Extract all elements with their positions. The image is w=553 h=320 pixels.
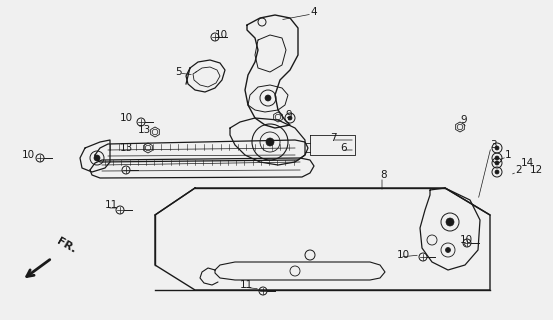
Circle shape (495, 161, 499, 165)
Text: 13: 13 (138, 125, 152, 135)
Text: 6: 6 (340, 143, 347, 153)
Text: 10: 10 (22, 150, 35, 160)
Text: 11: 11 (105, 200, 118, 210)
Text: 13: 13 (120, 143, 133, 153)
Text: 3: 3 (490, 140, 497, 150)
Circle shape (265, 95, 271, 101)
Text: 7: 7 (330, 133, 337, 143)
Circle shape (495, 156, 499, 160)
Circle shape (288, 116, 292, 120)
Circle shape (495, 170, 499, 174)
Text: 9: 9 (460, 115, 467, 125)
Circle shape (266, 138, 274, 146)
Text: 10: 10 (120, 113, 133, 123)
Text: 14: 14 (521, 158, 534, 168)
Text: 10: 10 (460, 235, 473, 245)
Text: 9: 9 (285, 110, 291, 120)
Text: FR.: FR. (55, 236, 78, 255)
Text: 10: 10 (397, 250, 410, 260)
Text: 12: 12 (530, 165, 543, 175)
Text: 5: 5 (175, 67, 181, 77)
Text: 2: 2 (515, 165, 521, 175)
Text: 8: 8 (380, 170, 387, 180)
Text: 4: 4 (310, 7, 317, 17)
Text: 11: 11 (240, 280, 253, 290)
Text: 1: 1 (505, 150, 512, 160)
Circle shape (94, 155, 100, 161)
Circle shape (495, 146, 499, 150)
Circle shape (446, 218, 454, 226)
Text: 10: 10 (215, 30, 228, 40)
Circle shape (446, 247, 451, 252)
